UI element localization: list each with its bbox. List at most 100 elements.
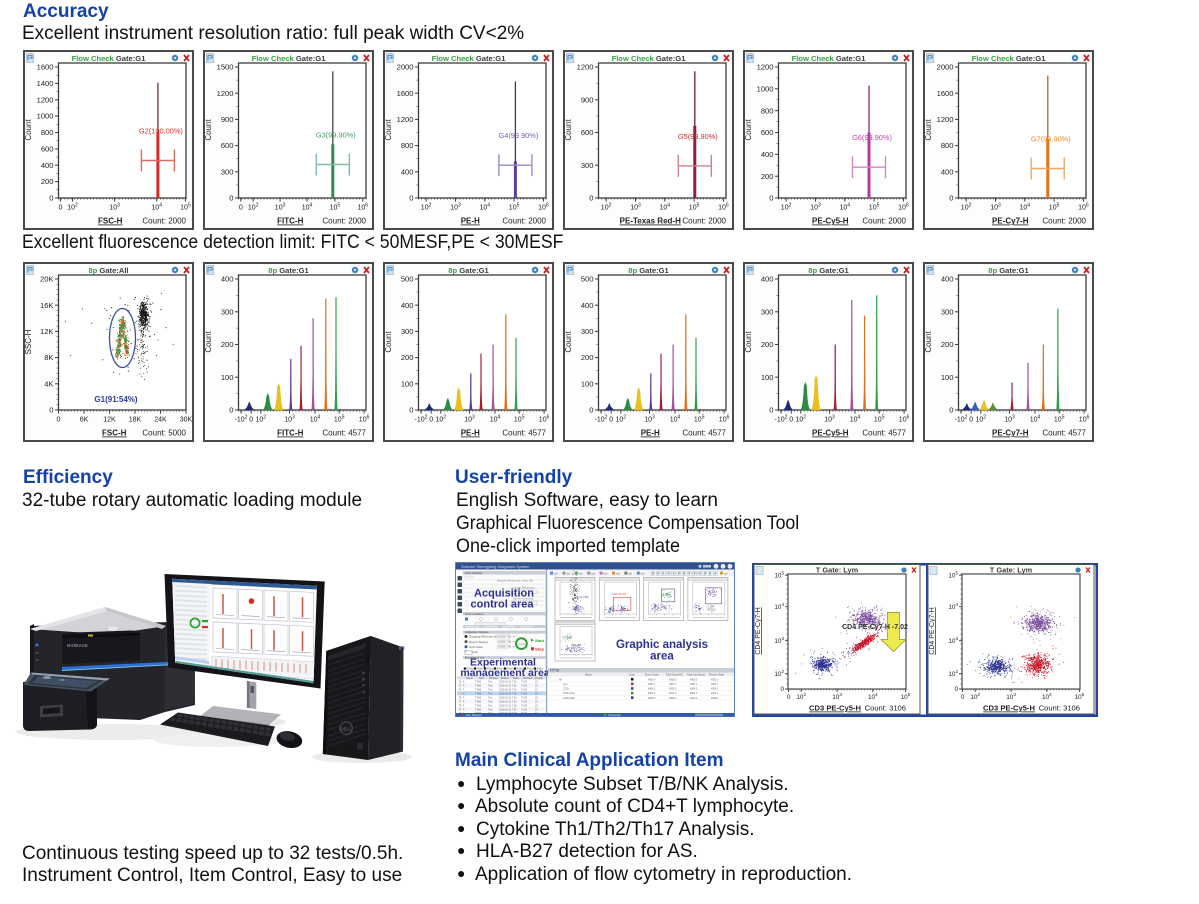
svg-text:104: 104: [1029, 415, 1040, 424]
svg-text:2000: 2000: [396, 63, 413, 72]
svg-text:G2(100.00%): G2(100.00%): [138, 127, 182, 136]
svg-text:103: 103: [644, 415, 655, 424]
svg-text:4580.0: 4580.0: [669, 678, 677, 681]
svg-text:FITC-H: FITC-H: [277, 217, 303, 226]
svg-text:4: 4: [463, 704, 465, 707]
svg-text:Name: Name: [466, 677, 473, 680]
svg-text:Test: Test: [488, 689, 493, 692]
svg-text:Test: Test: [488, 681, 493, 684]
svg-text:800: 800: [400, 141, 413, 150]
svg-text:102: 102: [435, 415, 446, 424]
svg-text:400: 400: [220, 275, 233, 284]
svg-text:103: 103: [464, 415, 475, 424]
svg-text:Test: Test: [488, 700, 493, 703]
svg-text:0: 0: [429, 417, 433, 424]
svg-text:Count: Count: [564, 331, 573, 353]
svg-text:run: run: [724, 572, 728, 575]
svg-text:0: 0: [229, 194, 233, 203]
svg-text:800: 800: [40, 128, 53, 137]
svg-text:Total Count(%): Total Count(%): [666, 674, 683, 677]
svg-text:0: 0: [969, 417, 973, 424]
svg-text:103: 103: [630, 203, 641, 212]
svg-text:G3(99.90%): G3(99.90%): [315, 131, 355, 140]
svg-text:PE-Cy7-H: PE-Cy7-H: [992, 217, 1029, 226]
svg-text:106: 106: [358, 415, 369, 424]
svg-text:CD3 37.9%: CD3 37.9%: [612, 592, 627, 596]
svg-text:4594.2: 4594.2: [690, 688, 698, 691]
svg-text:Interface: Interface: [523, 677, 533, 680]
svg-text:0: 0: [787, 694, 791, 701]
svg-text:200: 200: [40, 177, 53, 186]
svg-text:105: 105: [1053, 415, 1064, 424]
svg-text:102: 102: [774, 669, 784, 678]
svg-text:Count: Count: [924, 119, 933, 141]
svg-text:4587.1: 4587.1: [669, 683, 677, 686]
svg-text:8p Gate:G1: 8p Gate:G1: [988, 266, 1029, 275]
svg-text:Count: 3106: Count: 3106: [865, 704, 906, 713]
svg-text:PE-Cy5-H: PE-Cy5-H: [812, 217, 849, 226]
svg-text:Filter: Filter: [497, 667, 503, 671]
svg-text:0: 0: [56, 417, 60, 424]
svg-text:PE-Cy5-H: PE-Cy5-H: [812, 429, 849, 438]
svg-text:102: 102: [420, 203, 431, 212]
svg-text:T-586: T-586: [475, 700, 482, 703]
svg-text:Count: 2000: Count: 2000: [322, 217, 366, 226]
svg-text:4601.3: 4601.3: [669, 692, 677, 695]
svg-text:2019-10-31 7:05: 2019-10-31 7:05: [499, 700, 517, 703]
svg-text:102: 102: [960, 203, 971, 212]
svg-text:105: 105: [1048, 203, 1059, 212]
svg-text:T-586: T-586: [475, 689, 482, 692]
svg-text:Count: Count: [204, 331, 213, 353]
svg-text:105: 105: [873, 415, 884, 424]
svg-text:106: 106: [718, 415, 729, 424]
svg-text:2019-10-31 7:07: 2019-10-31 7:07: [499, 708, 517, 711]
svg-text:74.29: 74.29: [521, 692, 528, 695]
svg-text:4: 4: [463, 708, 465, 711]
svg-text:10000 / Tht: 10000 / Tht: [498, 639, 511, 643]
svg-text:4580.0: 4580.0: [648, 678, 656, 681]
svg-text:0: 0: [58, 205, 62, 212]
svg-text:103: 103: [450, 203, 461, 212]
svg-text:100: 100: [580, 379, 593, 388]
svg-text:Filter: Filter: [477, 667, 483, 671]
svg-text:CD3 PE-Cy5-H: CD3 PE-Cy5-H: [983, 704, 1035, 713]
svg-text:4601.3: 4601.3: [648, 692, 656, 695]
svg-text:8p Gate:G1: 8p Gate:G1: [808, 266, 849, 275]
svg-text:0: 0: [961, 694, 965, 701]
svg-text:106: 106: [718, 203, 729, 212]
svg-text:103: 103: [824, 415, 835, 424]
svg-text:19: 19: [535, 696, 538, 699]
svg-text:104: 104: [479, 203, 490, 212]
svg-text:Total Count(pro): Total Count(pro): [687, 674, 705, 677]
svg-text:74.29: 74.29: [521, 708, 528, 711]
svg-text:1600: 1600: [36, 63, 53, 72]
svg-text:G1(91.54%): G1(91.54%): [94, 395, 137, 404]
svg-text:CD3+: CD3+: [563, 688, 570, 691]
svg-text:Flow Settings: Flow Settings: [465, 571, 483, 575]
svg-text:Events: Events: [469, 650, 478, 654]
svg-text:900: 900: [580, 95, 593, 104]
svg-text:4: 4: [463, 696, 465, 699]
svg-text:4608.4: 4608.4: [690, 697, 698, 700]
svg-text:Count: 4577: Count: 4577: [862, 429, 906, 438]
svg-text:Count: 4577: Count: 4577: [502, 429, 546, 438]
svg-text:4594.2: 4594.2: [711, 688, 719, 691]
svg-text:Scan Location: Scan Location: [465, 612, 484, 616]
svg-text:4587.1: 4587.1: [648, 683, 656, 686]
svg-text:Count: Count: [744, 119, 753, 141]
svg-text:104: 104: [309, 415, 320, 424]
svg-text:1200: 1200: [936, 115, 953, 124]
svg-text:Sort: Sort: [479, 677, 484, 680]
svg-text:19: 19: [535, 689, 538, 692]
svg-text:Collection Options: Collection Options: [465, 630, 489, 634]
svg-text:CD4 PE-Cy7-H: CD4 PE-Cy7-H: [755, 607, 762, 654]
svg-text:103: 103: [990, 203, 1001, 212]
svg-text:Connected: Connected: [608, 713, 621, 717]
svg-text:PE-Cy7-H: PE-Cy7-H: [992, 429, 1029, 438]
svg-text:0: 0: [954, 686, 958, 693]
svg-text:74.29: 74.29: [521, 689, 528, 692]
svg-text:1200: 1200: [396, 115, 413, 124]
svg-text:102: 102: [247, 203, 258, 212]
svg-text:106: 106: [538, 203, 549, 212]
svg-text:103: 103: [948, 636, 958, 645]
